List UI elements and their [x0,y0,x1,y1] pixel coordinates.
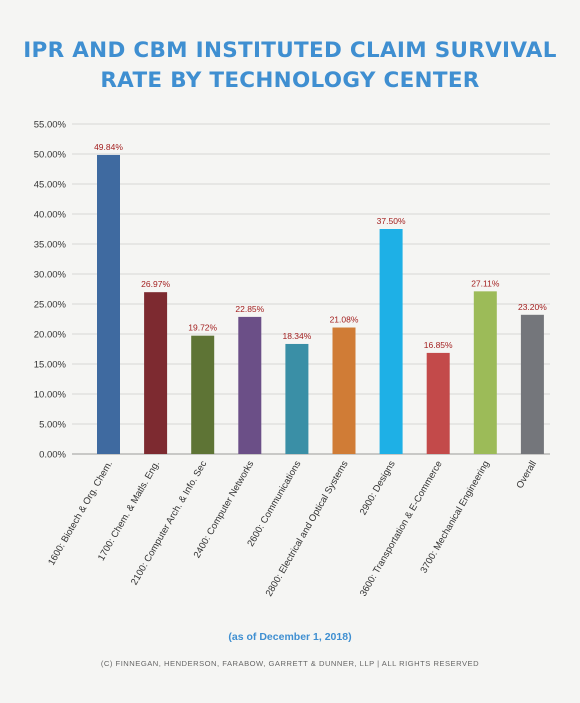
data-label: 16.85% [424,340,453,350]
y-tick-label: 30.00% [34,270,67,281]
data-label: 18.34% [282,331,311,341]
y-tick-label: 15.00% [34,360,67,371]
data-labels: 49.84% 26.97% 19.72% 22.85% 18.34% 21.08% 37.5… [94,142,547,350]
bar [285,343,309,454]
bar [379,229,403,454]
y-tick-label: 40.00% [34,210,67,221]
y-tick-label: 50.00% [34,150,67,161]
x-tick-label: Overall [514,459,539,491]
y-axis: 0.00% 5.00% 10.00% 15.00% 20.00% 25.00% 30.00%… [34,120,67,461]
bar [97,154,120,454]
x-tick-label: 2900: Designs [358,459,398,517]
data-label: 21.08% [330,315,359,325]
x-axis: 1600: Biotech & Org. Chem.1700: Chem. & … [46,459,539,599]
bar [144,292,168,454]
data-label: 49.84% [94,142,123,152]
data-label: 26.97% [141,279,170,289]
chart-title-line-2: RATE BY TECHNOLOGY CENTER [100,68,480,93]
bar [520,314,544,454]
data-label: 23.20% [518,302,547,312]
y-tick-label: 45.00% [34,180,67,191]
chart-title-line-1: IPR AND CBM INSTITUTED CLAIM SURVIVAL [23,38,557,63]
bar [426,352,450,454]
y-tick-label: 0.00% [39,450,66,461]
y-tick-label: 35.00% [34,240,67,251]
data-label: 22.85% [235,304,264,314]
y-tick-label: 20.00% [34,330,67,341]
bar [191,335,215,454]
bar [332,327,356,454]
x-tick-label: 3600: Transportation & E-Commerce [358,459,445,598]
y-tick-label: 10.00% [34,390,67,401]
bars [97,154,544,454]
data-label: 27.11% [471,278,500,288]
bar [473,291,497,454]
date-note: (as of December 1, 2018) [228,631,352,643]
y-tick-label: 5.00% [39,420,66,431]
bar [238,316,262,454]
chart-title: IPR AND CBM INSTITUTED CLAIM SURVIVAL RA… [0,36,580,96]
x-tick-label: 2800: Electrical and Optical Systems [264,459,351,599]
x-tick-label: 2600: Communications [245,459,303,549]
y-tick-label: 25.00% [34,300,67,311]
data-label: 37.50% [377,216,406,226]
copyright-notice: (C) FINNEGAN, HENDERSON, FARABOW, GARRET… [100,659,480,668]
y-tick-label: 55.00% [34,120,67,131]
data-label: 19.72% [188,323,217,333]
